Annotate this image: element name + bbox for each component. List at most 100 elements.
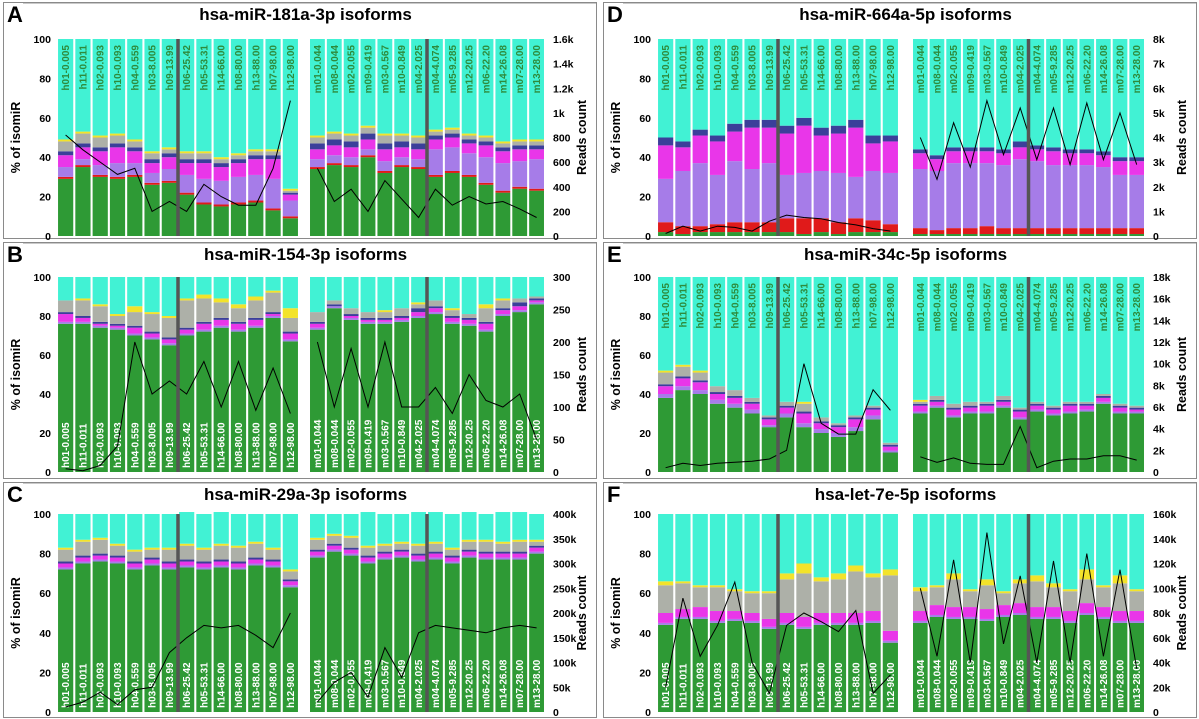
bar-segment-yellow	[265, 291, 280, 293]
bar-segment-yellow	[361, 126, 376, 128]
panel-title: hsa-miR-154-3p isoforms	[204, 245, 407, 264]
bar-segment-gray	[361, 548, 376, 556]
bar-segment-lavender	[996, 406, 1011, 408]
bar-m-9: m05-9.285	[1046, 514, 1061, 712]
bar-segment-magenta	[411, 149, 426, 159]
bar-m-12: m14-26.08	[495, 39, 510, 236]
bar-segment-navy	[162, 153, 177, 157]
sample-label: h07-98.00	[869, 45, 880, 91]
bar-m-2: m08-0.044	[327, 39, 342, 236]
panel-title: hsa-miR-34c-5p isoforms	[804, 245, 1007, 264]
bar-m-13: m07-28.00	[1113, 277, 1128, 472]
bar-h-6: h03-8.005	[144, 514, 159, 712]
bar-segment-navy	[344, 141, 359, 147]
bar-segment-gray	[796, 404, 811, 412]
bar-segment-cyan	[727, 514, 742, 589]
sample-label: m09-0.419	[364, 419, 375, 468]
bar-segment-gray	[327, 300, 342, 304]
bar-h-7: h09-13.99	[162, 39, 177, 236]
bar-m-14: m13-28.00	[1129, 277, 1144, 472]
bar-segment-magenta	[310, 552, 325, 556]
y2-axis-label: Reads count	[1175, 99, 1189, 175]
bar-segment-green	[1063, 414, 1078, 473]
bar-segment-green	[814, 433, 829, 472]
bar-segment-lavender	[248, 175, 263, 201]
bar-segment-red	[946, 228, 961, 234]
bar-segment-lavender	[1096, 402, 1111, 404]
bar-segment-lavender	[394, 157, 409, 165]
bar-segment-lavender	[377, 558, 392, 560]
sample-label: m01-0.044	[916, 659, 927, 708]
bar-segment-magenta	[93, 556, 108, 560]
bar-segment-green	[344, 167, 359, 236]
bar-segment-gray	[658, 373, 673, 385]
bar-segment-lavender	[495, 314, 510, 316]
bar-segment-navy	[996, 149, 1011, 153]
bar-h-13: h07-98.00	[265, 39, 280, 236]
bar-segment-lavender	[231, 177, 246, 203]
bar-segment-gray	[283, 191, 298, 193]
y2-tick-label: 0	[553, 707, 559, 719]
y2-tick-label: 160k	[1153, 509, 1177, 521]
bar-segment-navy	[529, 145, 544, 149]
bar-segment-navy	[93, 147, 108, 151]
sample-label: h07-98.00	[869, 662, 880, 708]
bar-segment-yellow	[344, 134, 359, 136]
y2-tick-label: 16k	[1153, 294, 1171, 306]
bar-segment-green	[946, 234, 961, 236]
bar-segment-navy	[327, 544, 342, 546]
sample-label: m13-28.00	[1132, 659, 1143, 708]
sample-label: h13-88.00	[851, 662, 862, 708]
bar-segment-navy	[1063, 404, 1078, 406]
y2-tick-label: 50k	[553, 682, 571, 694]
bar-segment-navy	[411, 308, 426, 312]
y-tick-label: 40	[639, 628, 651, 640]
bar-segment-magenta	[930, 605, 945, 615]
bar-segment-magenta	[710, 394, 725, 400]
bar-m-14: m13-28.00	[529, 277, 544, 472]
bar-segment-navy	[675, 141, 690, 147]
bar-segment-yellow	[75, 540, 90, 542]
panel-letter: B	[7, 242, 23, 267]
bar-segment-lavender	[796, 173, 811, 218]
bar-m-5: m03-0.567	[377, 39, 392, 236]
bar-segment-gray	[265, 293, 280, 313]
bar-m-8: m04-4.074	[428, 39, 443, 236]
bar-segment-lavender	[675, 386, 690, 390]
bar-segment-yellow	[196, 548, 211, 550]
bar-segment-green	[710, 404, 725, 472]
bar-h-3: h02-0.093	[693, 514, 708, 712]
bar-segment-gray	[93, 138, 108, 148]
bar-segment-magenta	[248, 560, 263, 564]
bar-segment-cyan	[1063, 514, 1078, 589]
bar-segment-gray	[848, 415, 863, 417]
bar-segment-magenta	[762, 128, 777, 163]
bar-segment-magenta	[796, 414, 811, 424]
y-tick-label: 0	[45, 467, 51, 479]
bar-segment-cyan	[411, 512, 426, 544]
bar-h-13: h07-98.00	[865, 514, 880, 712]
bar-segment-green	[675, 234, 690, 236]
bar-segment-yellow	[495, 141, 510, 143]
y2-tick-label: 14k	[1153, 315, 1171, 327]
bar-segment-cyan	[744, 514, 759, 591]
sample-label: m14-26.08	[498, 419, 509, 468]
bar-segment-lavender	[110, 562, 125, 564]
sample-label: m08-0.044	[330, 419, 341, 468]
bar-segment-magenta	[693, 607, 708, 617]
bar-segment-lavender	[248, 326, 263, 328]
bar-segment-lavender	[394, 320, 409, 322]
bar-segment-navy	[831, 425, 846, 427]
bar-segment-gray	[58, 141, 73, 151]
sample-label: m03-0.567	[380, 45, 391, 94]
bar-segment-gray	[512, 298, 527, 302]
y2-tick-label: 10k	[1153, 359, 1171, 371]
bar-segment-gray	[462, 136, 477, 140]
sample-label: m14-26.08	[1099, 45, 1110, 94]
sample-label: h08-80.00	[834, 45, 845, 91]
bar-segment-yellow	[127, 139, 142, 141]
y-tick-label: 20	[39, 667, 51, 679]
bar-segment-green	[93, 177, 108, 236]
sample-label: h01-0.005	[61, 662, 72, 708]
